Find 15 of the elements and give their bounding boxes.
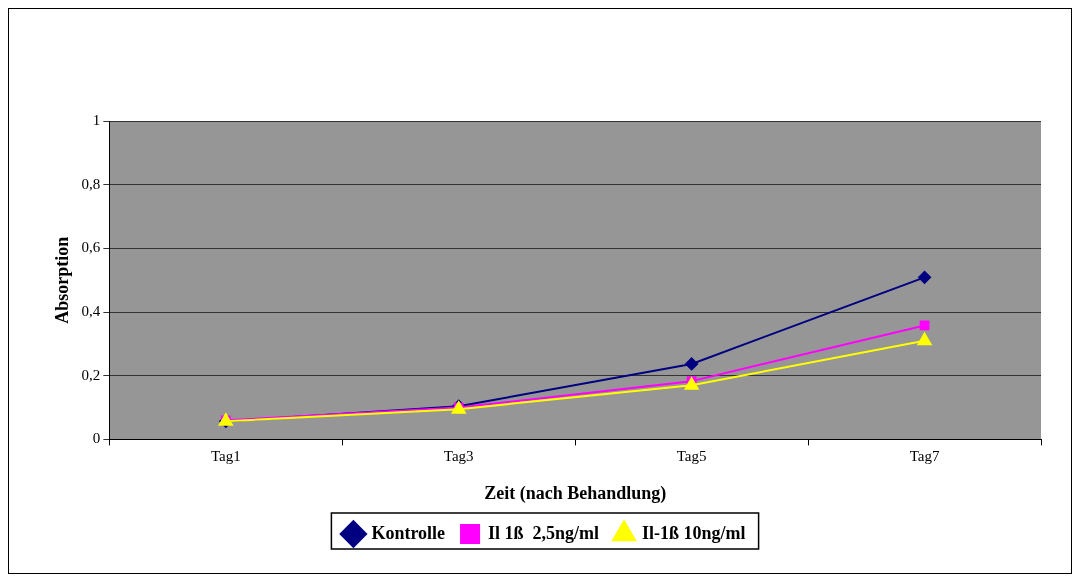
x-tick-label: Tag5 [676,448,707,465]
y-tick-label: 0,4 [81,302,101,319]
legend-label: Il-1ß 10ng/ml [642,522,746,543]
legend-label: Kontrolle [371,522,446,543]
x-tick-label: Tag1 [210,448,241,465]
x-tick-label: Tag3 [443,448,474,465]
y-tick-label: 0,8 [81,175,101,192]
y-tick-label: 1 [92,111,101,128]
y-tick-label: 0,2 [81,366,101,383]
legend-label: Il 1ß 2,5ng/ml [488,522,600,543]
x-axis-title: Zeit (nach Behandlung) [484,482,667,504]
y-axis-title: Absorption [52,236,73,324]
y-tick-label: 0 [92,430,101,447]
x-tick-label: Tag7 [909,448,940,465]
y-tick-label: 0,6 [81,239,101,256]
